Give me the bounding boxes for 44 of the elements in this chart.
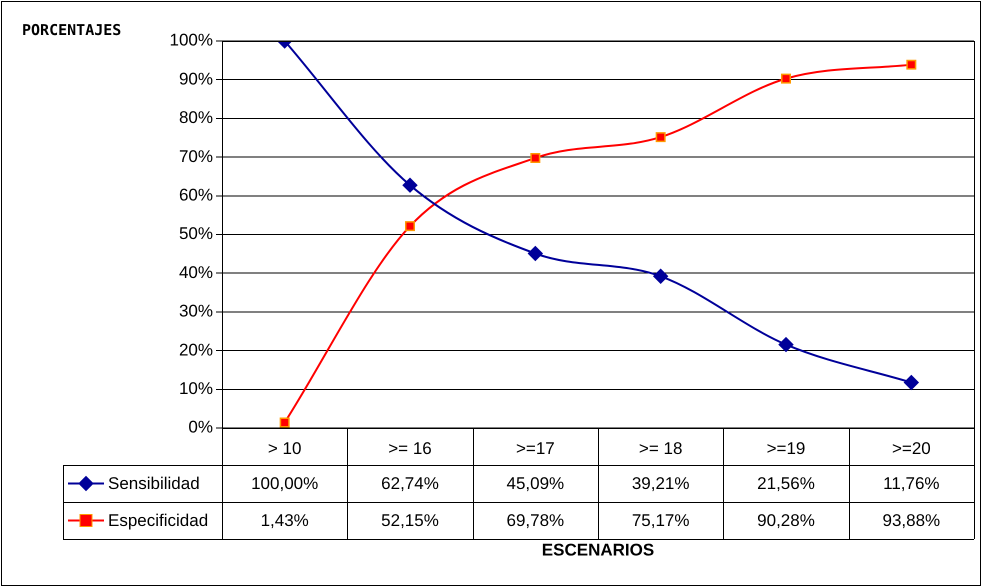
y-tick-label: 0%: [188, 418, 213, 437]
data-label: 1,43%: [260, 511, 309, 530]
point: [530, 152, 540, 163]
point: [656, 132, 666, 142]
data-label: 21,56%: [757, 474, 815, 494]
y-tick-label: 90%: [178, 69, 213, 88]
point: [778, 337, 794, 352]
data-label: 39,21%: [632, 474, 690, 494]
y-tick-label: 30%: [178, 302, 213, 321]
y-tick-label: 20%: [178, 340, 213, 360]
data-label: 75,17%: [632, 511, 690, 530]
y-axis-title: PORCENTAJES: [22, 20, 122, 39]
data-label: 93,88%: [882, 511, 940, 530]
point: [280, 417, 290, 428]
x-tick-label: > 10: [268, 438, 302, 458]
point: [528, 246, 543, 261]
x-axis-title: ESCENARIOS: [542, 540, 654, 560]
data-label: 52,15%: [381, 511, 439, 530]
legend-label: Sensibilidad: [108, 474, 200, 494]
x-tick-label: >= 18: [638, 438, 682, 458]
x-tick-label: >=19: [766, 438, 806, 458]
y-tick-label: 10%: [178, 378, 213, 398]
y-tick-label: 50%: [178, 224, 213, 244]
point: [906, 60, 916, 70]
point: [904, 374, 919, 390]
legend-label: Especificidad: [108, 511, 208, 530]
point: [781, 74, 791, 84]
x-tick-label: >=20: [892, 438, 931, 458]
data-label: 62,74%: [381, 474, 439, 494]
point: [402, 178, 418, 193]
point: [405, 221, 415, 232]
data-label: 90,28%: [757, 511, 815, 530]
y-tick-label: 100%: [170, 30, 213, 50]
x-tick-label: >=17: [516, 438, 555, 458]
y-tick-label: 70%: [178, 146, 213, 166]
data-label: 69,78%: [506, 511, 564, 530]
y-tick-label: 60%: [178, 185, 213, 204]
data-label: 11,76%: [883, 474, 940, 494]
x-tick-label: >= 16: [388, 438, 432, 458]
y-tick-label: 40%: [178, 262, 213, 282]
data-label: 100,00%: [251, 474, 318, 494]
point: [653, 268, 668, 284]
y-tick-label: 80%: [178, 108, 213, 128]
data-label: 45,09%: [506, 474, 564, 494]
